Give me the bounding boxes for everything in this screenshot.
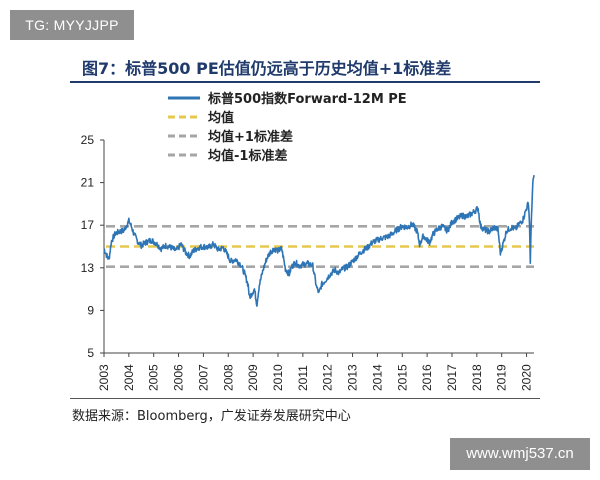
y-tick-label: 9 bbox=[87, 303, 94, 317]
watermark-top: TG: MYYJJPP bbox=[10, 10, 134, 40]
x-tick-label: 2008 bbox=[221, 364, 235, 391]
figure-title: 图7：标普500 PE估值仍远高于历史均值+1标准差 bbox=[82, 59, 452, 78]
title-rule bbox=[70, 81, 540, 83]
x-tick-label: 2017 bbox=[445, 364, 459, 391]
source-note: 数据来源：Bloomberg，广发证券发展研究中心 bbox=[72, 409, 351, 424]
pe-series-line bbox=[103, 174, 535, 307]
x-tick-label: 2009 bbox=[246, 364, 260, 391]
x-tick-label: 2003 bbox=[97, 364, 111, 391]
x-tick-label: 2011 bbox=[296, 365, 310, 391]
x-tick-label: 2014 bbox=[370, 364, 384, 391]
x-tick-label: 2019 bbox=[495, 364, 509, 391]
legend-pe-label: 标普500指数Forward-12M PE bbox=[207, 91, 407, 107]
y-tick-label: 5 bbox=[87, 346, 94, 360]
legend-plus-1sd-label: 均值+1标准差 bbox=[208, 129, 293, 145]
x-tick-label: 2013 bbox=[346, 364, 360, 391]
x-tick-label: 2010 bbox=[271, 364, 285, 391]
x-tick-label: 2007 bbox=[196, 364, 210, 391]
x-tick-label: 2020 bbox=[520, 364, 534, 391]
source-rule bbox=[70, 398, 540, 399]
x-tick-label: 2006 bbox=[172, 364, 186, 391]
x-tick-label: 2016 bbox=[420, 364, 434, 391]
x-tick-label: 2015 bbox=[395, 364, 409, 391]
y-tick-label: 13 bbox=[81, 261, 95, 275]
x-tick-label: 2018 bbox=[470, 364, 484, 391]
y-tick-label: 21 bbox=[81, 176, 95, 190]
x-tick-label: 2005 bbox=[147, 364, 161, 391]
legend-minus-1sd-label: 均值-1标准差 bbox=[208, 148, 287, 164]
x-tick-label: 2004 bbox=[122, 364, 136, 391]
y-tick-label: 17 bbox=[81, 218, 95, 232]
watermark-bottom: www.wmj537.cn bbox=[450, 438, 590, 470]
y-tick-label: 25 bbox=[81, 133, 95, 147]
x-tick-label: 2012 bbox=[321, 364, 335, 391]
legend-mean-label: 均值 bbox=[208, 110, 234, 126]
